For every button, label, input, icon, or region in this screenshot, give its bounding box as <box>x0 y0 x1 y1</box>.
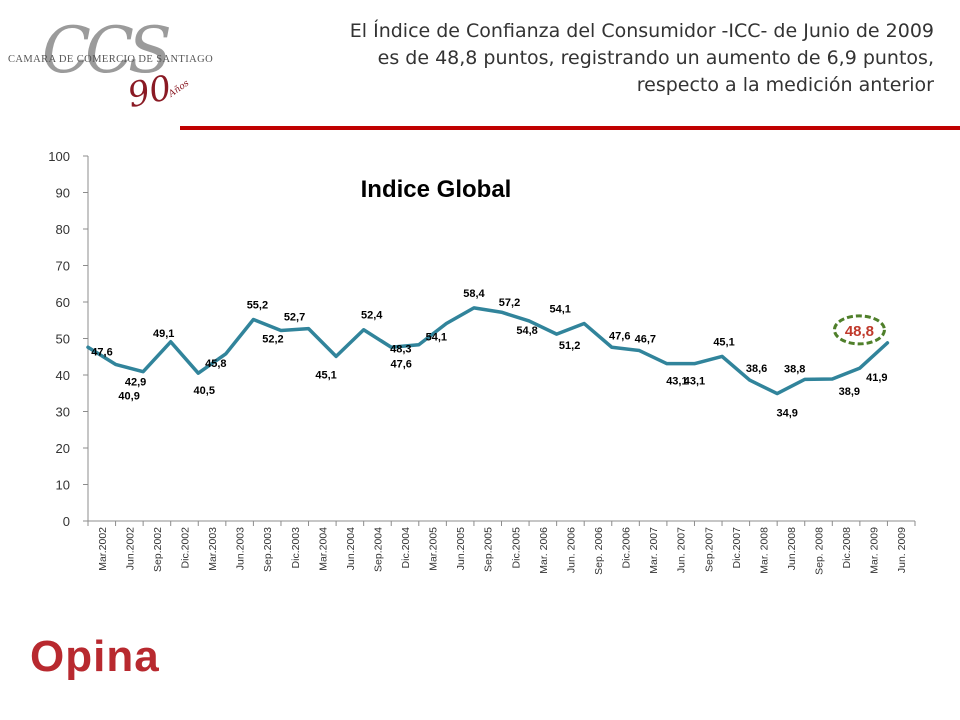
data-label: 52,7 <box>284 312 305 324</box>
headline-line-1: El Índice de Confianza del Consumidor -I… <box>349 20 934 42</box>
x-tick-label: Dic.2004 <box>400 527 412 569</box>
data-label: 49,1 <box>153 328 174 340</box>
y-tick-label: 20 <box>56 441 70 456</box>
series-line <box>86 306 890 396</box>
y-tick-label: 40 <box>56 368 70 383</box>
x-tick-label: Dic.2005 <box>510 527 522 569</box>
data-label: 47,6 <box>391 358 412 370</box>
data-label: 52,4 <box>361 310 383 322</box>
line-chart: 0 10 20 30 40 50 60 70 80 90 100 Mar.2002 Jun.2002 Se… <box>48 149 916 575</box>
x-tick-label: Jun.2002 <box>124 527 136 570</box>
y-tick-label: 30 <box>56 405 70 420</box>
data-label: 34,9 <box>776 408 797 420</box>
highlight-ring <box>832 314 886 346</box>
data-label: 38,6 <box>746 363 767 375</box>
data-label: 58,4 <box>463 288 485 300</box>
data-label: 40,5 <box>194 385 215 397</box>
ccs-logo-anniversary-word: Años <box>167 78 192 100</box>
x-tick-label: Sep.2004 <box>372 527 384 572</box>
x-tick-label: Sep.2003 <box>262 527 274 572</box>
data-label: 54,8 <box>516 325 537 337</box>
x-tick-label: Mar. 2009 <box>869 527 881 574</box>
y-tick-label: 70 <box>56 259 70 274</box>
y-tick-label: 60 <box>56 295 70 310</box>
opina-logo: Opina <box>30 632 170 682</box>
x-tick-label: Dic.2007 <box>731 527 743 569</box>
x-tick-label: Mar.2004 <box>317 527 329 571</box>
x-tick-label: Mar. 2006 <box>538 527 550 574</box>
opina-logo-text: Opina <box>30 632 160 681</box>
ccs-logo-mark: CCS <box>42 14 172 88</box>
ccs-logo: CCS CAMARA DE COMERCIO DE SANTIAGO 90 Añ… <box>8 14 213 116</box>
chart-title: Indice Global <box>361 176 512 203</box>
headline-line-2: es de 48,8 puntos, registrando un aument… <box>377 47 934 69</box>
chart-marks: 47,6 42,9 40,9 49,1 40,5 45,8 55,2 52,252,7 45,1… <box>86 288 890 420</box>
x-tick-label: Mar.2003 <box>207 527 219 571</box>
x-tick-label: Sep.2005 <box>483 527 495 572</box>
data-label: 45,8 <box>205 358 226 370</box>
data-label: 43,1 <box>684 376 705 388</box>
data-label: 40,9 <box>118 391 139 403</box>
data-label: 43,1 <box>666 376 687 388</box>
x-tick-label: Sep. 2006 <box>593 527 605 575</box>
x-tick-label: Jun. 2006 <box>565 527 577 573</box>
data-label: 52,2 <box>262 333 283 345</box>
highlight-data-label: 48,8 <box>845 323 874 340</box>
y-tick-label: 100 <box>48 149 70 164</box>
data-label: 47,6 <box>609 330 630 342</box>
x-tick-label: Mar.2002 <box>97 527 109 571</box>
data-label: 38,9 <box>839 386 860 398</box>
data-label: 55,2 <box>247 300 268 312</box>
data-label: 48,3 <box>390 344 411 356</box>
x-tick-label: Jun. 2009 <box>896 527 908 573</box>
x-tick-label: Dic.2006 <box>621 527 633 569</box>
x-tick-label: Mar. 2007 <box>648 527 660 574</box>
chart-axes: 0 10 20 30 40 50 60 70 80 90 100 Mar.2002 Jun.2002 Se… <box>48 149 916 575</box>
y-tick-label: 90 <box>56 186 70 201</box>
x-tick-label: Sep.2002 <box>152 527 164 572</box>
x-tick-label: Mar. 2008 <box>758 527 770 574</box>
data-label: 42,9 <box>125 376 146 388</box>
x-tick-label: Jun.2005 <box>455 527 467 570</box>
data-label: 46,7 <box>635 334 656 346</box>
x-tick-label: Sep.2007 <box>703 527 715 572</box>
y-tick-label: 50 <box>56 332 70 347</box>
header-divider <box>180 126 960 130</box>
data-label: 38,8 <box>784 363 805 375</box>
data-label: 47,6 <box>91 346 112 358</box>
data-label: 54,1 <box>549 304 570 316</box>
x-tick-label: Jun. 2007 <box>676 527 688 573</box>
y-tick-label: 80 <box>56 222 70 237</box>
y-tick-label: 10 <box>56 478 70 493</box>
x-tick-label: Dic.2002 <box>179 527 191 569</box>
data-label: 54,1 <box>426 332 447 344</box>
x-tick-label: Jun.2003 <box>235 527 247 570</box>
data-label: 45,1 <box>713 336 734 348</box>
x-tick-label: Jun.2008 <box>786 527 798 570</box>
x-tick-label: Mar.2005 <box>428 527 440 571</box>
y-tick-label: 0 <box>63 514 70 529</box>
data-label: 57,2 <box>499 297 520 309</box>
data-label: 41,9 <box>866 372 887 384</box>
data-label: 51,2 <box>559 340 580 352</box>
ccs-logo-org: CAMARA DE COMERCIO DE SANTIAGO <box>8 54 214 65</box>
x-tick-label: Dic.2008 <box>841 527 853 569</box>
x-tick-label: Jun.2004 <box>345 527 357 570</box>
data-label: 45,1 <box>315 369 336 381</box>
x-tick-label: Dic.2003 <box>290 527 302 569</box>
headline: El Índice de Confianza del Consumidor -I… <box>274 18 934 99</box>
x-tick-label: Sep. 2008 <box>814 527 826 575</box>
headline-line-3: respecto a la medición anterior <box>636 74 934 96</box>
